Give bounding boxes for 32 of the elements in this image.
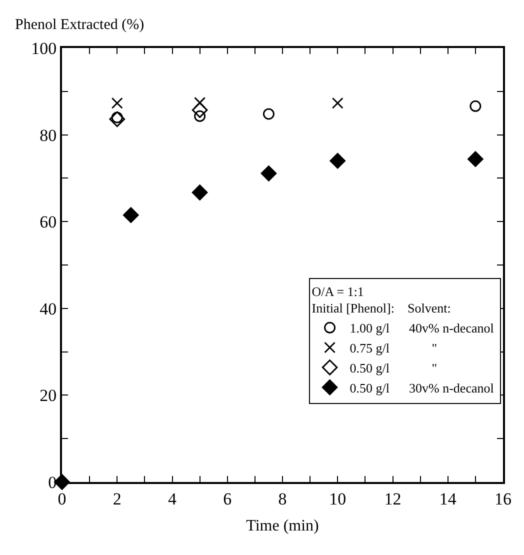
x-tick-label: 6 (223, 489, 232, 508)
point (330, 152, 346, 169)
point (260, 166, 277, 182)
point (192, 102, 208, 118)
point (194, 96, 206, 108)
x-tick-label: 14 (439, 489, 457, 508)
point (468, 151, 484, 167)
x-tick-label: 12 (384, 489, 402, 508)
x-tick-label: 8 (278, 489, 287, 508)
y-tick-label: 40 (40, 299, 57, 318)
y-axis-title: Phenol Extracted (%) (15, 17, 144, 33)
x-tick-label: 10 (329, 489, 346, 508)
point (262, 108, 274, 120)
x-tick-label: 4 (168, 489, 177, 508)
point (470, 100, 482, 112)
y-tick-label: 60 (40, 212, 57, 232)
x-axis-title: Time (min) (246, 518, 319, 535)
point (332, 97, 344, 109)
y-tick-label: 20 (40, 386, 57, 406)
legend-label: 1.00 g/l 40v% n-decanol (350, 320, 494, 336)
point (111, 97, 123, 109)
y-tick-label: 80 (40, 126, 57, 145)
y-tick-label: 100 (31, 38, 57, 58)
legend-label: 0.50 g/l 30v% n-decanol (350, 380, 494, 396)
legend-label: 0.50 g/l " (350, 360, 438, 376)
legend-label: 0.75 g/l " (350, 340, 438, 356)
point (109, 111, 126, 128)
legend-title: O/A = 1:1 Initial [Phenol]: Solvent: (312, 284, 451, 316)
point (192, 184, 208, 200)
point (123, 207, 139, 223)
x-tick-label: 2 (112, 489, 122, 508)
x-tick-label: 16 (494, 489, 512, 508)
